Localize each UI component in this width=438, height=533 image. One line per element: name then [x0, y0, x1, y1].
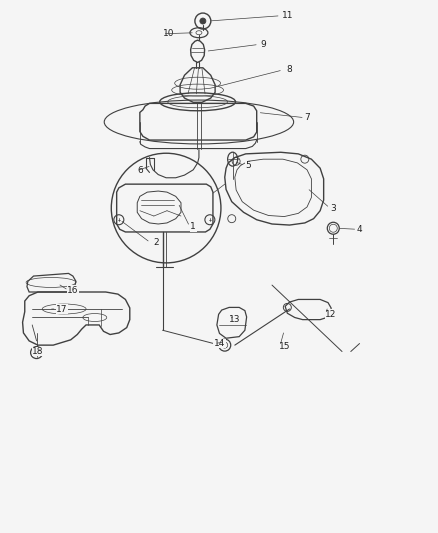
- Text: 14: 14: [213, 339, 225, 348]
- Text: 9: 9: [260, 40, 265, 49]
- Text: 11: 11: [281, 11, 293, 20]
- Text: 18: 18: [32, 347, 43, 356]
- Text: 5: 5: [244, 161, 250, 170]
- Text: 4: 4: [356, 225, 361, 234]
- Text: 6: 6: [138, 166, 143, 175]
- Text: 10: 10: [163, 29, 174, 38]
- Text: 15: 15: [279, 342, 290, 351]
- Text: 13: 13: [229, 315, 240, 324]
- Text: 12: 12: [325, 310, 336, 319]
- Text: 3: 3: [330, 204, 336, 213]
- Text: 16: 16: [67, 286, 78, 295]
- Text: 7: 7: [304, 113, 309, 122]
- Text: 8: 8: [286, 66, 292, 75]
- Circle shape: [199, 18, 205, 24]
- Text: 17: 17: [56, 304, 67, 313]
- Text: 1: 1: [190, 222, 196, 231]
- Text: 2: 2: [153, 238, 159, 247]
